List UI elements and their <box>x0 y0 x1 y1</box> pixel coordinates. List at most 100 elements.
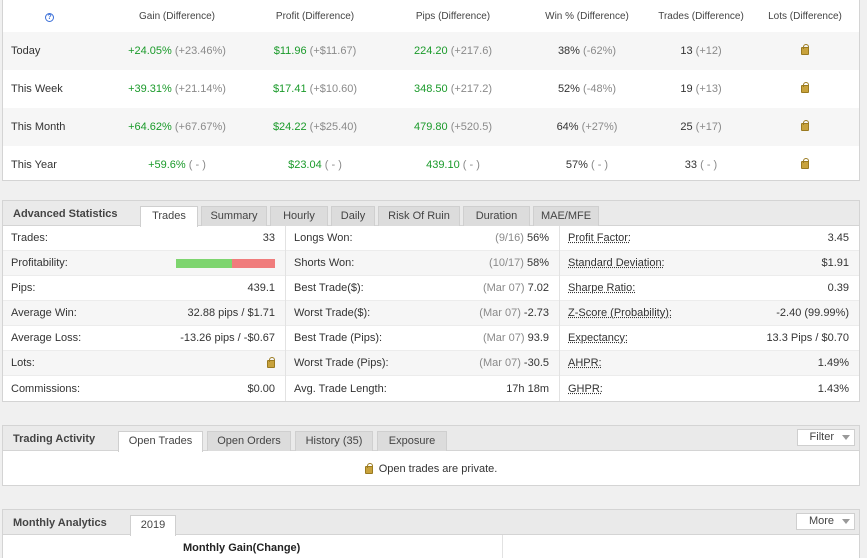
stat-row-pips: Pips: 439.1 <box>3 276 285 301</box>
stat-label: Trades: <box>11 232 48 244</box>
stats-column-2: Longs Won: (9/16) 56% Shorts Won: (10/17) … <box>286 226 560 401</box>
trades-diff: (+13) <box>695 83 722 95</box>
stat-label: Commissions: <box>11 382 81 395</box>
tab-daily[interactable]: Daily <box>331 206 375 226</box>
period-row-month: This Month +64.62% (+67.67%) $24.22 (+$2… <box>3 108 859 146</box>
tab-history[interactable]: History (35) <box>295 431 373 451</box>
stat-label[interactable]: Z-Score (Probability): <box>568 307 672 319</box>
stat-row-best-trade-pips: Best Trade (Pips): (Mar 07) 93.9 <box>286 326 559 351</box>
stat-row-trades: Trades: 33 <box>3 226 285 251</box>
profit-diff: (+$25.40) <box>309 121 358 133</box>
stat-note: (Mar 07) <box>479 357 521 369</box>
stat-note: (Mar 07) <box>482 332 525 344</box>
win-diff: (+27%) <box>581 121 618 133</box>
pips-diff: ( - ) <box>462 159 480 171</box>
more-dropdown[interactable]: More <box>795 513 855 530</box>
stat-row-worst-trade-pips: Worst Trade (Pips): (Mar 07) -30.5 <box>286 351 559 376</box>
period-row-week: This Week +39.31% (+21.14%) $17.41 (+$10… <box>3 70 859 108</box>
period-name: This Month <box>11 121 66 133</box>
stat-label[interactable]: Expectancy: <box>568 332 628 344</box>
period-table-header: ? Gain (Difference) Profit (Difference) … <box>3 0 859 32</box>
stat-label[interactable]: AHPR: <box>568 357 602 369</box>
header-profit: Profit (Difference) <box>275 10 355 22</box>
stat-value: 13.3 Pips / $0.70 <box>766 332 849 344</box>
stat-label[interactable]: GHPR: <box>568 382 603 395</box>
lock-icon <box>364 462 373 474</box>
monthly-analytics-header: Monthly Analytics 2019 More <box>3 510 859 536</box>
header-pips: Pips (Difference) <box>415 10 491 22</box>
stat-value: 33 <box>262 232 275 244</box>
stat-label: Best Trade (Pips): <box>294 332 383 344</box>
stat-row-profit-factor: Profit Factor: 3.45 <box>560 226 859 251</box>
stat-value: 1.49% <box>817 357 849 369</box>
pips-value: 439.10 <box>426 159 460 171</box>
trades-value: 13 <box>680 45 693 57</box>
tab-open-trades[interactable]: Open Trades <box>118 431 203 452</box>
stat-label[interactable]: Profit Factor: <box>568 232 631 244</box>
win-diff: (-48%) <box>583 83 617 95</box>
stat-value: $0.00 <box>247 382 275 395</box>
profit-value: $11.96 <box>273 45 307 57</box>
private-trades-notice: Open trades are private. <box>3 451 859 486</box>
period-row-year: This Year +59.6% ( - ) $23.04 ( - ) 439.… <box>3 146 859 184</box>
tab-summary[interactable]: Summary <box>201 206 267 226</box>
profit-value: $23.04 <box>288 159 322 171</box>
stat-value: -2.73 <box>523 307 549 319</box>
stat-value: 3.45 <box>827 232 849 244</box>
filter-dropdown[interactable]: Filter <box>796 429 855 446</box>
stat-label: Avg. Trade Length: <box>294 382 387 395</box>
lock-icon <box>801 44 809 55</box>
stat-note: (Mar 07) <box>479 307 521 319</box>
stat-label[interactable]: Sharpe Ratio: <box>568 282 636 294</box>
help-icon[interactable]: ? <box>45 12 54 22</box>
stat-row-average-loss: Average Loss: -13.26 pips / -$0.67 <box>3 326 285 351</box>
stat-label: Shorts Won: <box>294 257 355 269</box>
stat-row-expectancy: Expectancy: 13.3 Pips / $0.70 <box>560 326 859 351</box>
stat-label: Pips: <box>11 282 36 294</box>
trades-diff: ( - ) <box>700 159 718 171</box>
win-value: 38% <box>557 45 580 57</box>
lock-icon <box>801 158 809 169</box>
stat-row-avg-trade-length: Avg. Trade Length: 17h 18m <box>286 376 559 401</box>
tab-year-2019[interactable]: 2019 <box>130 515 176 536</box>
stat-label[interactable]: Standard Deviation: <box>568 257 665 269</box>
tab-mae-mfe[interactable]: MAE/MFE <box>533 206 599 226</box>
stat-label: Worst Trade($): <box>294 307 371 319</box>
tab-exposure[interactable]: Exposure <box>377 431 447 451</box>
monthly-gain-heading: Monthly Gain(Change) <box>3 535 503 558</box>
stats-column-3: Profit Factor: 3.45 Standard Deviation: $1… <box>560 226 859 401</box>
stat-value: -2.40 (99.99%) <box>776 307 849 319</box>
stat-value: 17h 18m <box>506 382 549 395</box>
profit-value: $17.41 <box>272 83 307 95</box>
win-value: 64% <box>556 121 579 133</box>
stat-value: -30.5 <box>523 357 549 369</box>
period-name: Today <box>11 45 41 57</box>
profitability-bar <box>176 258 275 268</box>
trading-activity-panel: Trading Activity Open Trades Open Orders… <box>2 425 860 486</box>
stat-note: (Mar 07) <box>482 282 525 294</box>
tab-duration[interactable]: Duration <box>463 206 530 226</box>
tab-hourly[interactable]: Hourly <box>270 206 328 226</box>
tab-risk-of-ruin[interactable]: Risk Of Ruin <box>378 206 460 226</box>
stat-row-average-win: Average Win: 32.88 pips / $1.71 <box>3 301 285 326</box>
tab-trades[interactable]: Trades <box>140 206 198 227</box>
chevron-down-icon <box>842 518 850 524</box>
period-name: This Year <box>11 159 57 171</box>
stat-value: 56% <box>526 232 549 244</box>
period-stats-table: ? Gain (Difference) Profit (Difference) … <box>2 0 860 181</box>
stat-note: (9/16) <box>495 232 524 244</box>
win-value: 57% <box>565 159 588 171</box>
tab-open-orders[interactable]: Open Orders <box>207 431 291 451</box>
monthly-analytics-title: Monthly Analytics <box>13 517 107 529</box>
gain-value: +24.05% <box>128 45 172 57</box>
profit-diff: (+$11.67) <box>309 45 357 57</box>
stat-row-lots: Lots: <box>3 351 285 376</box>
gain-diff: (+23.46%) <box>174 45 226 57</box>
header-win: Win % (Difference) <box>545 10 629 22</box>
chevron-down-icon <box>842 434 850 440</box>
stat-row-standard-deviation: Standard Deviation: $1.91 <box>560 251 859 276</box>
trades-value: 19 <box>680 83 693 95</box>
stat-label: Worst Trade (Pips): <box>294 357 389 369</box>
win-value: 52% <box>557 83 580 95</box>
stat-label: Average Win: <box>11 307 77 319</box>
